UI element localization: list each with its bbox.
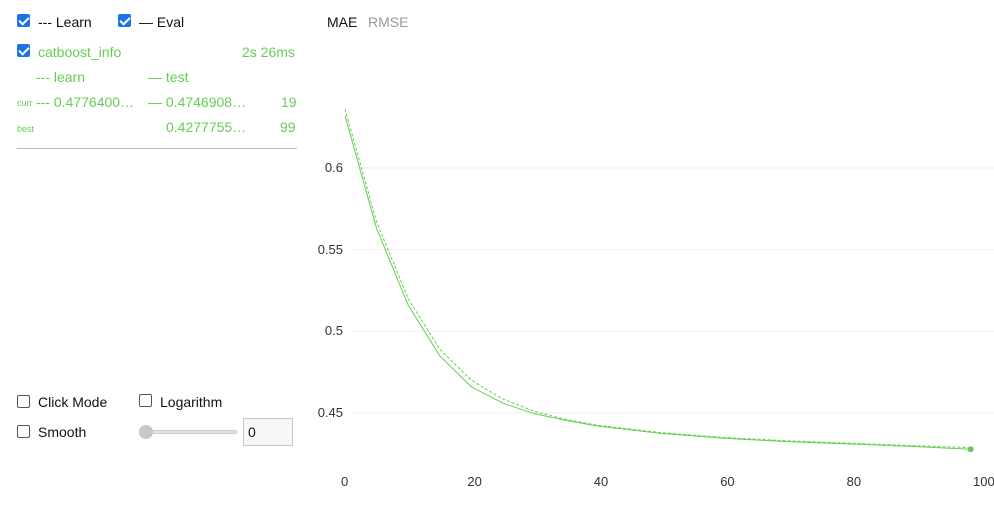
curr-test-value: — 0.4746908… (148, 94, 247, 110)
curr-learn-value: --- 0.4776400… (36, 94, 135, 110)
x-tick-label: 40 (593, 474, 609, 489)
run-name[interactable]: catboost_info (38, 44, 122, 60)
click-mode-checkbox[interactable] (17, 395, 30, 408)
smooth-value-input[interactable]: 0 (243, 418, 293, 446)
y-tick-label: 0.45 (317, 405, 343, 420)
smooth-slider-thumb[interactable] (139, 425, 153, 439)
tab-mae[interactable]: MAE (327, 14, 358, 30)
eval-checkbox[interactable] (118, 14, 131, 27)
series-line-learn (344, 109, 971, 449)
eval-legend-label: — Eval (139, 14, 185, 30)
click-mode-label: Click Mode (38, 394, 108, 410)
curr-iteration: 19 (281, 94, 297, 110)
smooth-checkbox[interactable] (17, 425, 30, 438)
series-line-test (344, 115, 971, 450)
x-tick-label: 60 (720, 474, 735, 489)
learn-column-header: --- learn (36, 69, 86, 85)
run-checkbox[interactable] (17, 44, 30, 57)
x-tick-label: 100 (973, 474, 994, 489)
smooth-label: Smooth (38, 424, 87, 440)
logarithm-checkbox[interactable] (139, 394, 152, 407)
logarithm-label: Logarithm (160, 394, 223, 410)
y-tick-label: 0.55 (317, 241, 343, 257)
test-column-header: — test (148, 69, 189, 85)
learn-checkbox[interactable] (17, 14, 30, 27)
tab-rmse[interactable]: RMSE (368, 14, 409, 30)
learn-legend-label: --- Learn (38, 14, 92, 30)
best-row-label: best (17, 124, 35, 134)
curr-row-label: curr (17, 98, 33, 108)
x-tick-label: 80 (846, 474, 862, 489)
panel-divider (17, 148, 297, 149)
y-tick-label: 0.6 (324, 160, 343, 175)
highlight-point (967, 446, 974, 453)
best-test-value: 0.4277755… (166, 119, 247, 135)
run-time: 2s 26ms (242, 44, 295, 60)
best-iteration: 99 (280, 119, 296, 135)
x-tick-label: 0 (341, 474, 349, 489)
smooth-slider-track[interactable] (145, 430, 237, 434)
y-tick-label: 0.5 (324, 323, 343, 339)
x-tick-label: 20 (467, 474, 482, 489)
